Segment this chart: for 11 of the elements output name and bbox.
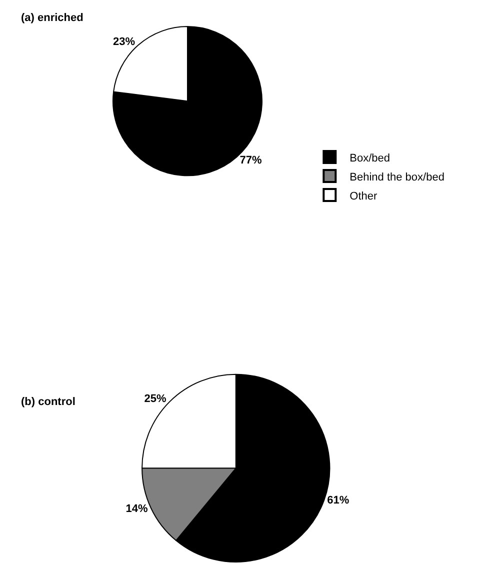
legend-label: Box/bed (350, 152, 390, 164)
text: (b) control (21, 396, 76, 408)
pie-slice (112, 26, 262, 176)
data-label: 25% (144, 392, 167, 405)
legend-label: Behind the box/bed (350, 171, 444, 184)
chart-title: (a) enriched (21, 12, 84, 24)
data-label: 14% (126, 503, 148, 516)
legend-label: Other (350, 190, 378, 202)
data-label: 23% (112, 36, 136, 48)
data-label: 61% (327, 494, 350, 507)
data-label: 77% (240, 154, 262, 166)
